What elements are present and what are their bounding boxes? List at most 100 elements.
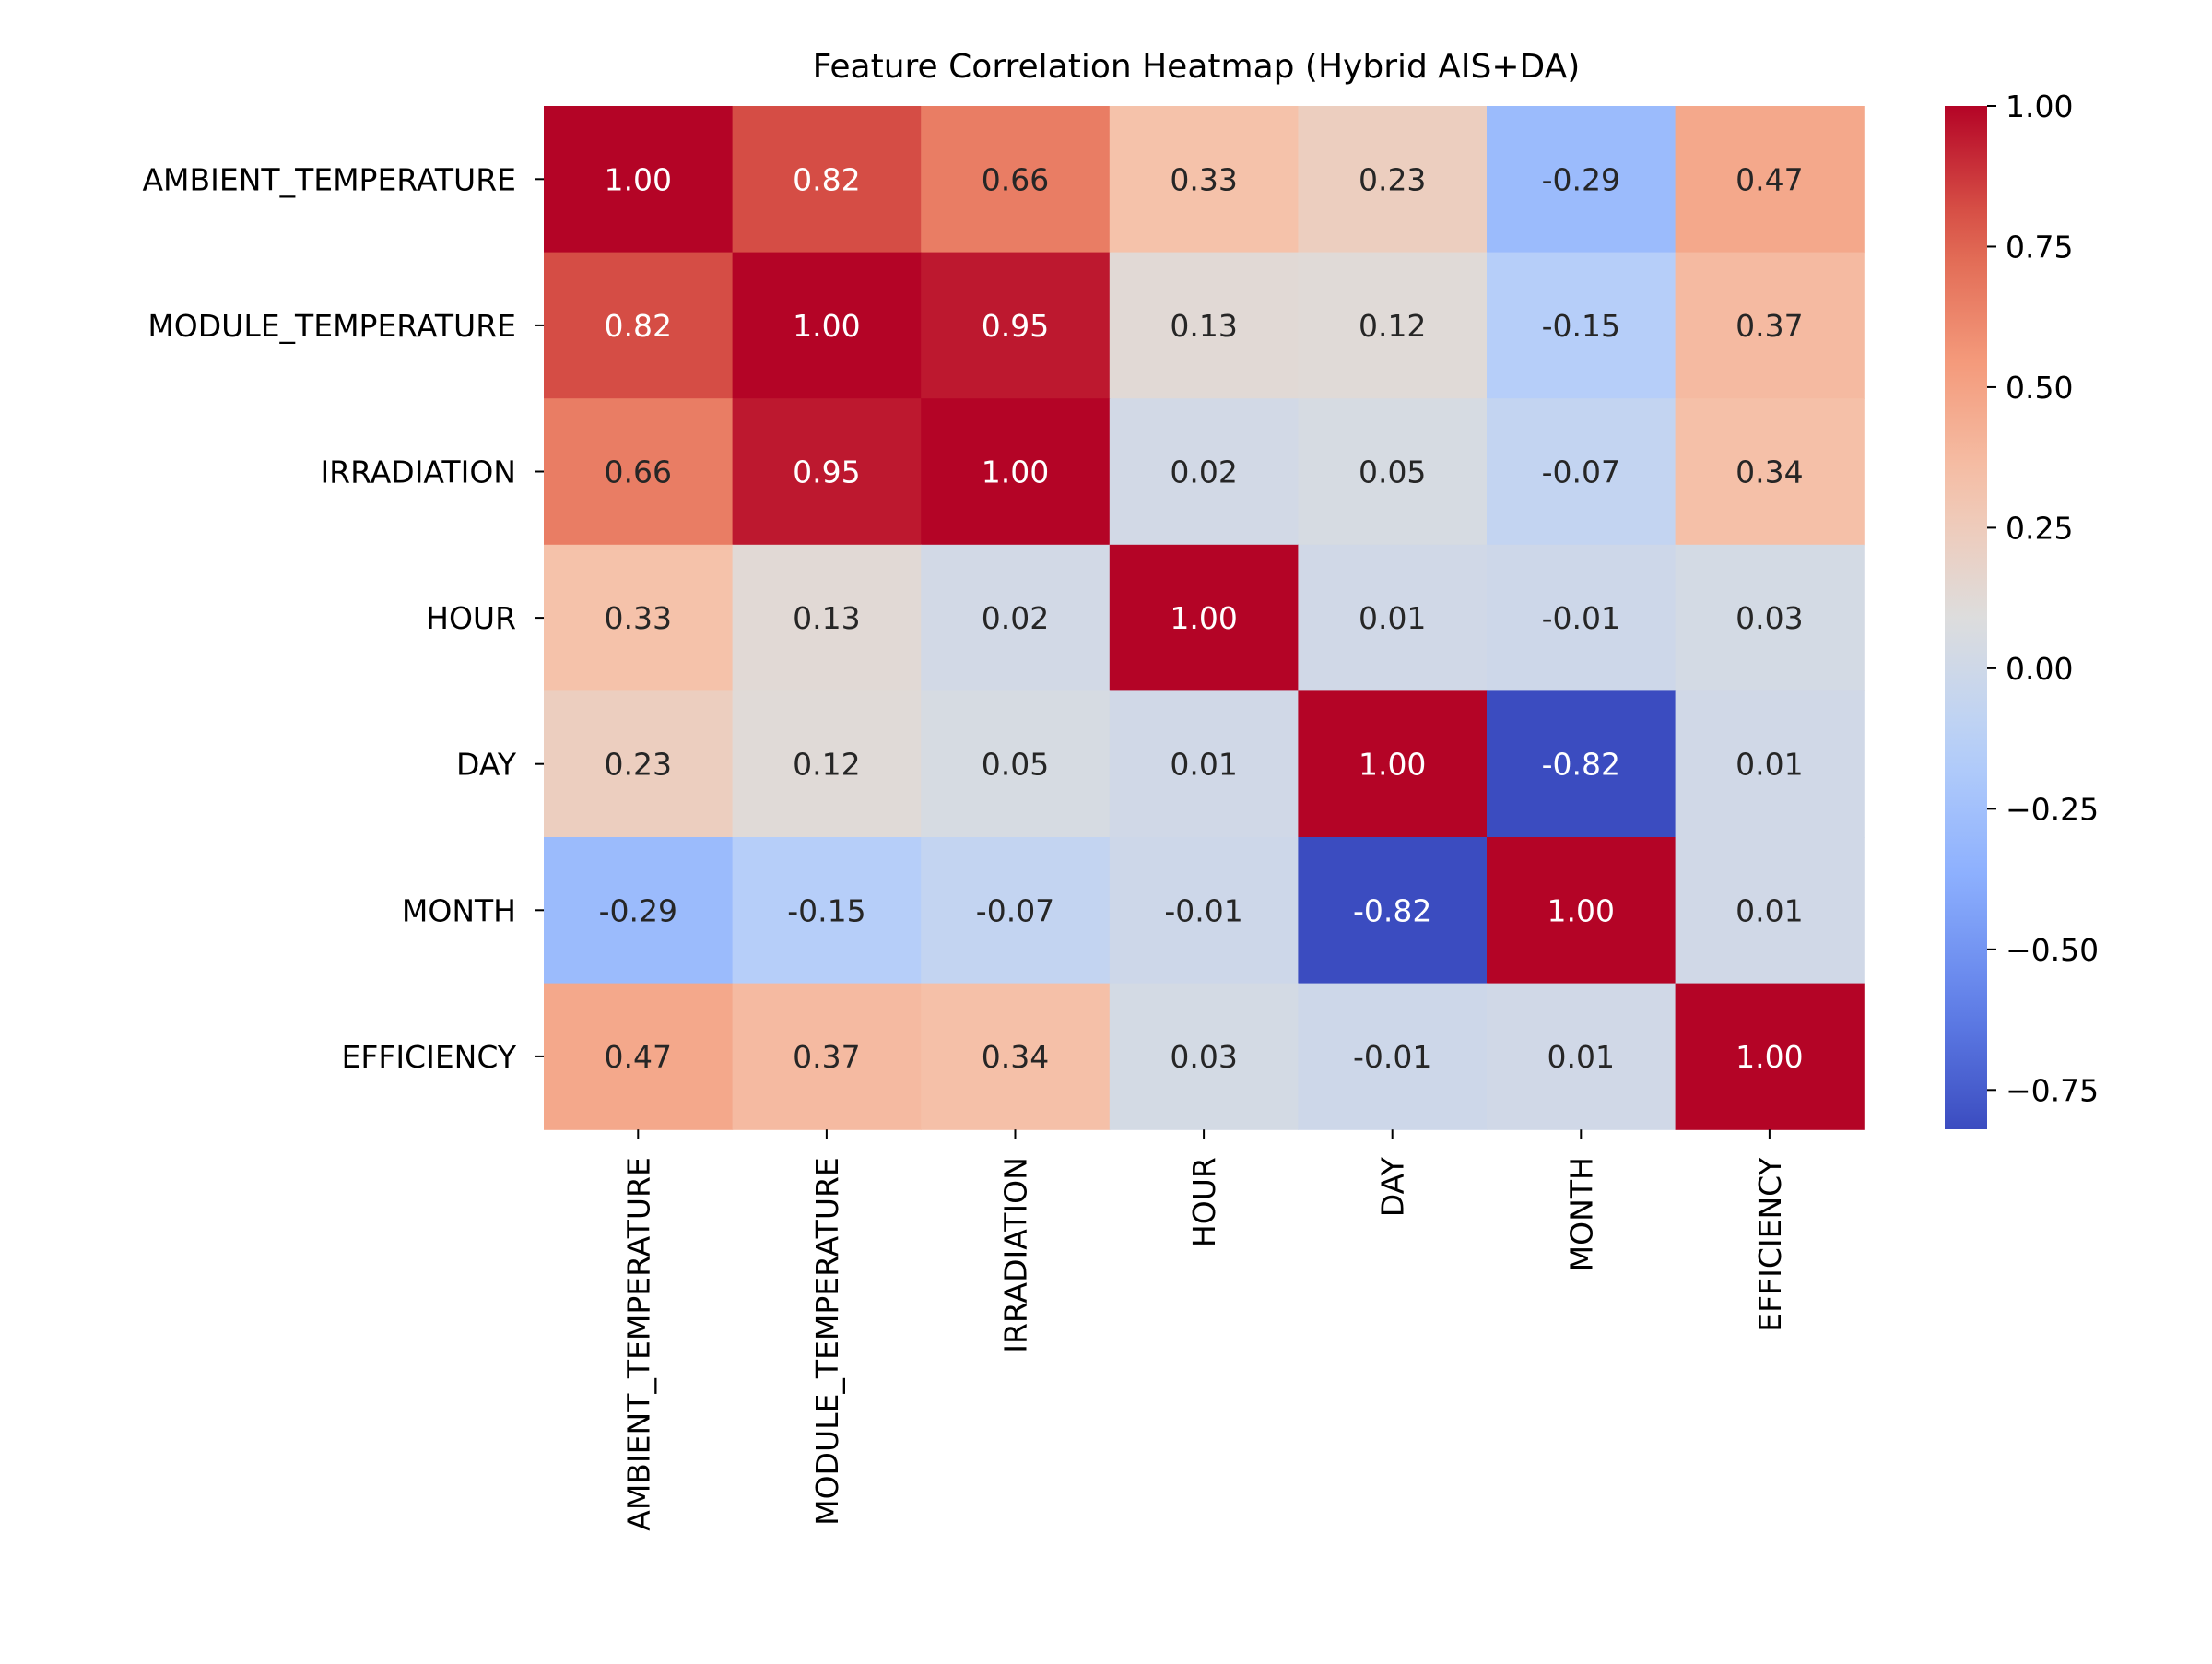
heatmap-cell: [1675, 983, 1865, 1130]
cell-value-label: 0.01: [1359, 600, 1426, 636]
heatmap-cell: [921, 398, 1111, 546]
cell-value-label: -0.01: [1542, 600, 1620, 636]
y-tick-labels: AMBIENT_TEMPERATURE MODULE_TEMPERATURE IRR…: [142, 161, 544, 1075]
heatmap-cell: [921, 690, 1111, 838]
cell-value-label: -0.15: [1542, 308, 1620, 344]
heatmap-cell: [1675, 837, 1865, 985]
cell-value-label: -0.07: [976, 892, 1054, 928]
cell-value-label: 0.82: [605, 308, 672, 344]
heatmap-cell: [1298, 544, 1488, 691]
heatmap-cell: [1109, 690, 1299, 838]
cell-value-label: -0.07: [1542, 454, 1620, 490]
heatmap-cell: [1487, 837, 1677, 985]
cell-value-label: 0.66: [605, 454, 672, 490]
heatmap-cell: [1298, 690, 1488, 838]
cell-value-label: 0.13: [1170, 308, 1237, 344]
x-tick-label-hour: HOUR: [1186, 1157, 1222, 1247]
heatmap-cell: [1109, 398, 1299, 546]
heatmap-cell: [1487, 398, 1677, 546]
cell-value-label: 0.47: [605, 1039, 672, 1075]
cell-value-label: -0.01: [1164, 892, 1242, 928]
heatmap-cell: [1298, 837, 1488, 985]
cell-value-label: 0.01: [1735, 892, 1803, 928]
heatmap-cell: [1675, 106, 1865, 254]
heatmap-cell: [544, 690, 734, 838]
cell-value-label: -0.82: [1353, 892, 1431, 928]
heatmap-cell: [544, 983, 734, 1130]
cell-value-label: 0.12: [1359, 308, 1426, 344]
heatmap-cell: [1109, 544, 1299, 691]
y-tick-label-module-temperature: MODULE_TEMPERATURE: [147, 308, 516, 344]
colorbar-tick-label: 0.75: [2006, 229, 2073, 265]
heatmap-cell: [1298, 252, 1488, 399]
x-tick-labels: AMBIENT_TEMPERATURE MODULE_TEMPERATURE IRR…: [620, 1129, 1788, 1531]
cell-value-label: 0.01: [1170, 747, 1237, 783]
cell-value-label: 0.33: [605, 600, 672, 636]
colorbar-tick-label: 0.25: [2006, 510, 2073, 546]
cell-value-label: 0.82: [793, 161, 860, 197]
heatmap-cell: [1675, 252, 1865, 399]
x-tick-label-efficiency: EFFICIENCY: [1752, 1156, 1788, 1331]
heatmap-cell: [732, 252, 922, 399]
cell-value-label: 1.00: [982, 454, 1049, 490]
heatmap-cell: [544, 544, 734, 691]
y-tick-label-day: DAY: [456, 747, 517, 783]
heatmap-cell: [732, 690, 922, 838]
colorbar-tick-label: −0.50: [2006, 932, 2099, 968]
heatmap-cell: [544, 106, 734, 254]
cell-value-label: -0.15: [787, 892, 865, 928]
heatmap-cell: [1487, 252, 1677, 399]
cell-value-label: 1.00: [793, 308, 860, 344]
cell-value-label: -0.01: [1353, 1039, 1431, 1075]
cell-value-label: -0.29: [1542, 161, 1620, 197]
colorbar-tick-label: 0.00: [2006, 651, 2073, 687]
cell-value-label: 0.01: [1735, 747, 1803, 783]
cell-value-label: -0.82: [1542, 747, 1620, 783]
cell-value-label: 0.37: [793, 1039, 860, 1075]
cell-value-label: 0.66: [982, 161, 1049, 197]
heatmap-cell: [1109, 837, 1299, 985]
heatmap-cell: [544, 837, 734, 985]
colorbar-tick-label: 1.00: [2006, 89, 2073, 124]
y-tick-label-efficiency: EFFICIENCY: [342, 1039, 517, 1075]
colorbar-ticks: 1.00 0.75 0.50 0.25 0.00 −0.25 −0.50 −0.75: [1987, 89, 2099, 1108]
cell-value-label: 0.34: [1735, 454, 1803, 490]
heatmap-cell: [732, 544, 922, 691]
cell-value-label: 1.00: [1170, 600, 1237, 636]
cell-value-label: 0.03: [1735, 600, 1803, 636]
y-tick-label-irradiation: IRRADIATION: [320, 454, 516, 490]
heatmap-cell: [732, 106, 922, 254]
cell-value-label: 0.47: [1735, 161, 1803, 197]
cell-value-label: 0.02: [1170, 454, 1237, 490]
cell-value-label: 0.23: [1359, 161, 1426, 197]
cell-value-label: 0.95: [982, 308, 1049, 344]
heatmap-cell: [732, 398, 922, 546]
cell-value-label: 1.00: [1359, 747, 1426, 783]
cell-value-label: 0.33: [1170, 161, 1237, 197]
heatmap-cell: [732, 983, 922, 1130]
y-tick-label-hour: HOUR: [426, 600, 516, 636]
heatmap-cell: [1675, 398, 1865, 546]
cell-value-label: 0.03: [1170, 1039, 1237, 1075]
x-tick-label-day: DAY: [1375, 1156, 1411, 1217]
heatmap-cell: [1298, 106, 1488, 254]
x-tick-label-irradiation: IRRADIATION: [998, 1157, 1034, 1353]
heatmap-cell: [921, 544, 1111, 691]
heatmap-cell: [921, 983, 1111, 1130]
heatmap-cell: [1487, 544, 1677, 691]
x-tick-label-ambient-temperature: AMBIENT_TEMPERATURE: [620, 1157, 656, 1531]
cell-value-label: 0.05: [982, 747, 1049, 783]
cell-value-label: 0.95: [793, 454, 860, 490]
cell-value-label: 0.13: [793, 600, 860, 636]
chart-title: Feature Correlation Heatmap (Hybrid AIS+…: [813, 48, 1581, 86]
cell-value-label: 0.37: [1735, 308, 1803, 344]
x-tick-label-month: MONTH: [1563, 1157, 1599, 1271]
cell-value-label: 0.01: [1547, 1039, 1615, 1075]
x-tick-label-module-temperature: MODULE_TEMPERATURE: [809, 1157, 845, 1526]
heatmap-cell: [732, 837, 922, 985]
heatmap-cell: [1109, 252, 1299, 399]
cell-value-label: 0.23: [605, 747, 672, 783]
heatmap-cell: [1487, 106, 1677, 254]
